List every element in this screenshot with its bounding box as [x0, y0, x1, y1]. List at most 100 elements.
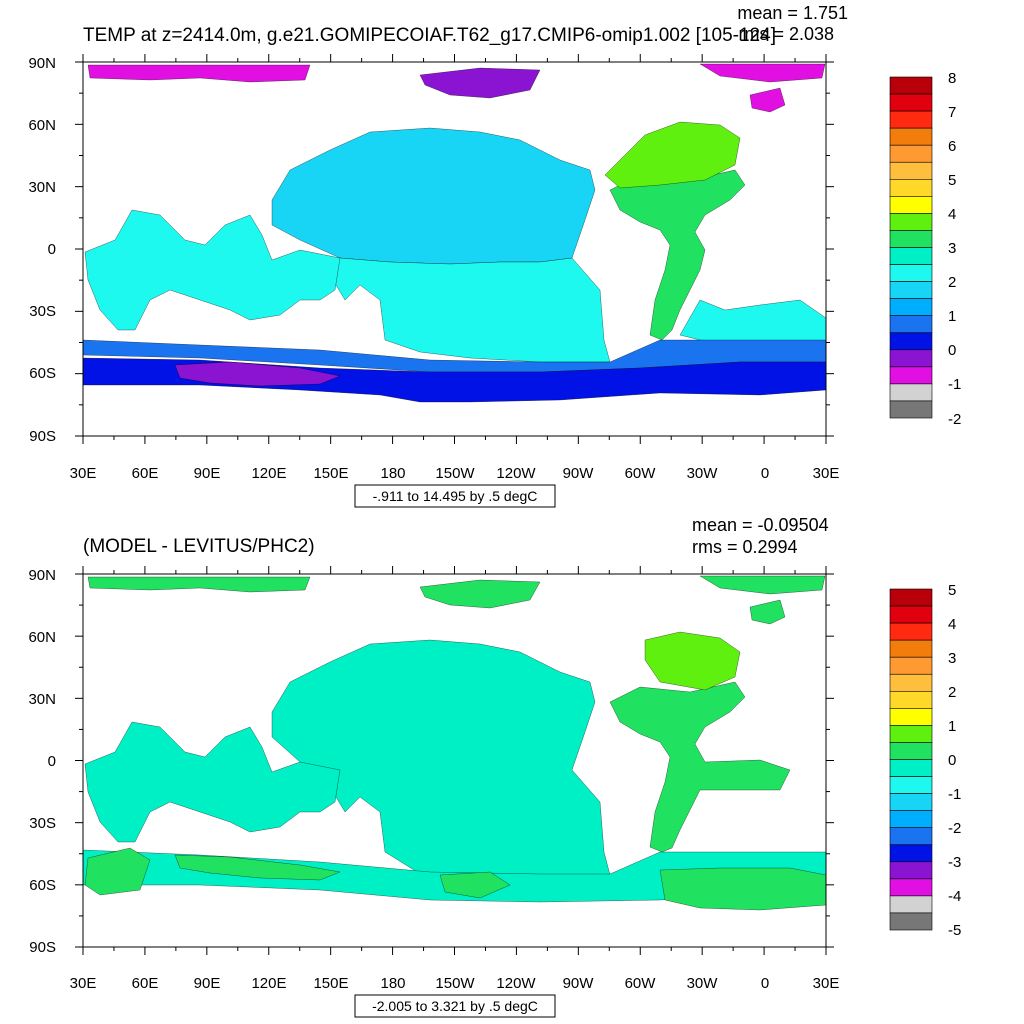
bottom-panel-rms: rms = 0.2994: [692, 537, 798, 557]
bottom-lon-label: 60E: [132, 975, 159, 992]
bottom-field-main-indian: [84, 721, 341, 843]
top-ticks: [75, 54, 834, 444]
top-colorbar-label: 3: [948, 240, 956, 257]
colorbar-swatch: [889, 827, 933, 846]
bottom-colorbar-label: -4: [948, 888, 961, 905]
top-field-atlantic: [609, 169, 746, 341]
bottom-range-label: -2.005 to 3.321 by .5 degC: [372, 998, 538, 1014]
top-lon-label: 150W: [435, 465, 475, 482]
colorbar-swatch: [889, 878, 933, 897]
colorbar-swatch: [889, 349, 933, 368]
top-lon-label: 60W: [625, 465, 657, 482]
bottom-colorbar: [889, 588, 933, 931]
top-lat-label: 90S: [29, 428, 56, 445]
bottom-field-southern-3: [439, 871, 511, 899]
top-colorbar: [889, 76, 933, 419]
top-lon-label: 30E: [813, 465, 840, 482]
colorbar-swatch: [889, 759, 933, 777]
top-field-atlantic-north: [604, 121, 741, 189]
top-lon-label: 30E: [70, 465, 97, 482]
bottom-field-southern-4: [659, 867, 826, 911]
bottom-field-arctic-2: [419, 579, 541, 609]
bottom-colorbar-label: 4: [948, 616, 956, 633]
bottom-field-southern-1: [84, 847, 151, 896]
bottom-lon-label: 150W: [435, 975, 475, 992]
colorbar-swatch: [889, 281, 933, 299]
bottom-colorbar-labels: 5 4 3 2 1 0 -1 -2 -3 -4 -5: [948, 582, 961, 939]
colorbar-swatch: [889, 725, 933, 743]
top-panel-mean: mean = 1.751: [737, 3, 848, 23]
top-field-southern-3: [174, 361, 341, 387]
bottom-colorbar-label: -2: [948, 820, 961, 837]
bottom-lon-label: 90W: [563, 975, 595, 992]
colorbar-swatch: [889, 196, 933, 214]
top-colorbar-label: 2: [948, 274, 956, 291]
colorbar-swatch: [889, 179, 933, 197]
colorbar-swatch: [889, 776, 933, 794]
bottom-colorbar-label: 0: [948, 752, 956, 769]
top-range-box-frame: [354, 484, 556, 508]
bottom-lon-label: 150E: [313, 975, 348, 992]
bottom-lon-label: 0: [761, 975, 769, 992]
colorbar-swatch: [889, 656, 933, 675]
colorbar-swatch: [889, 110, 933, 129]
colorbar-swatch: [889, 844, 933, 863]
top-lon-label: 90E: [194, 465, 221, 482]
bottom-panel-mean: mean = -0.09504: [692, 515, 829, 535]
bottom-lat-label: 60S: [29, 877, 56, 894]
top-field-atlantic-south-east: [679, 299, 826, 351]
colorbar-swatch: [889, 298, 933, 316]
bottom-panel-title: (MODEL - LEVITUS/PHC2): [83, 536, 315, 557]
top-colorbar-label: -2: [948, 411, 961, 428]
bottom-lat-label: 30S: [29, 815, 56, 832]
top-lat-label: 90N: [28, 55, 56, 72]
colorbar-swatch: [889, 861, 933, 880]
top-lon-label: 150E: [313, 465, 348, 482]
bottom-lon-label: 180: [380, 975, 405, 992]
top-map: [83, 62, 826, 436]
colorbar-swatch: [889, 912, 933, 931]
bottom-map: [83, 574, 826, 947]
colorbar-swatch: [889, 76, 933, 95]
top-colorbar-label: 8: [948, 70, 956, 87]
bottom-panel: (MODEL - LEVITUS/PHC2) mean = -0.09504 r…: [28, 515, 961, 1018]
colorbar-swatch: [889, 332, 933, 351]
bottom-lon-label: 120E: [251, 975, 286, 992]
top-panel-rms: rms = 2.038: [738, 24, 834, 44]
bottom-colorbar-label: -5: [948, 922, 961, 939]
bottom-lon-label: 30E: [813, 975, 840, 992]
bottom-lat-label: 90S: [29, 939, 56, 956]
top-colorbar-label: -1: [948, 376, 961, 393]
colorbar-swatch: [889, 588, 933, 607]
top-lon-label: 90W: [563, 465, 595, 482]
colorbar-swatch: [889, 247, 933, 265]
colorbar-swatch: [889, 639, 933, 658]
bottom-ticks: [75, 566, 834, 955]
bottom-lat-label: 0: [48, 753, 56, 770]
top-colorbar-label: 1: [948, 308, 956, 325]
bottom-lat-label: 30N: [28, 691, 56, 708]
colorbar-swatch: [889, 230, 933, 248]
colorbar-swatch: [889, 673, 933, 692]
top-colorbar-label: 5: [948, 172, 956, 189]
top-colorbar-label: 4: [948, 206, 956, 223]
top-range-label: -.911 to 14.495 by .5 degC: [373, 488, 538, 504]
bottom-colorbar-label: -3: [948, 854, 961, 871]
bottom-field-atlantic: [609, 681, 791, 853]
bottom-lat-label: 60N: [28, 629, 56, 646]
bottom-colorbar-label: -1: [948, 786, 961, 803]
bottom-lon-label: 30E: [70, 975, 97, 992]
bottom-lon-label: 60W: [625, 975, 657, 992]
colorbar-swatch: [889, 264, 933, 282]
top-lon-label: 120W: [496, 465, 536, 482]
colorbar-swatch: [889, 690, 933, 709]
bottom-field-southern-2: [174, 854, 341, 881]
top-lon-axis: 30E 60E 90E 120E 150E 180 150W 120W 90W …: [70, 465, 840, 482]
top-lat-label: 0: [48, 241, 56, 258]
bottom-colorbar-label: 3: [948, 650, 956, 667]
colorbar-swatch: [889, 622, 933, 641]
top-field-southern-1: [83, 339, 826, 373]
top-panel: TEMP at z=2414.0m, g.e21.GOMIPECOIAF.T62…: [28, 3, 961, 508]
colorbar-swatch: [889, 315, 933, 334]
